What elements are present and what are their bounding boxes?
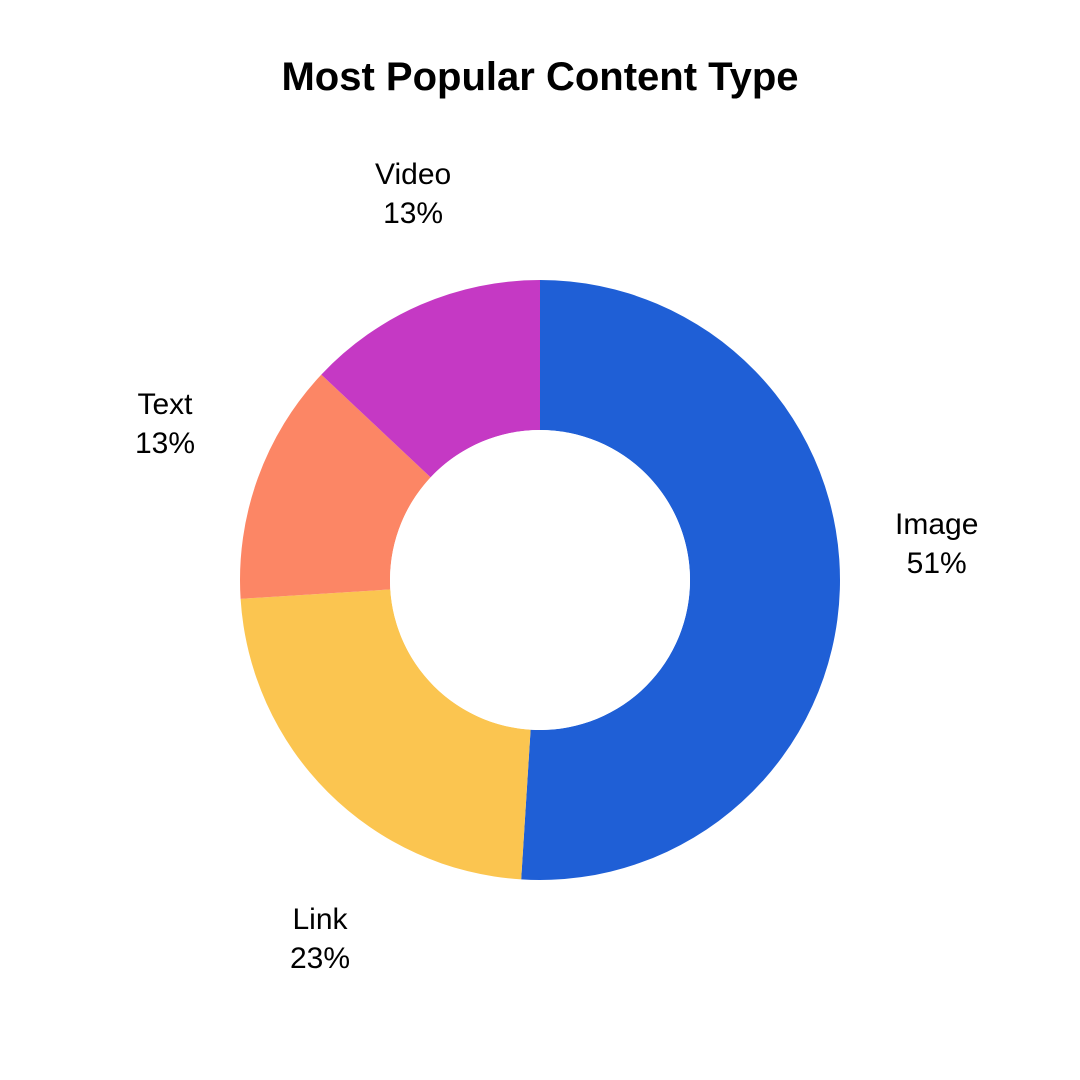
slice-label-percent: 51% xyxy=(895,544,978,583)
slice-label-percent: 13% xyxy=(375,194,451,233)
slice-label-percent: 13% xyxy=(135,424,195,463)
slice-label-percent: 23% xyxy=(290,939,350,978)
slice-label-image: Image51% xyxy=(895,505,978,583)
slice-label-name: Image xyxy=(895,505,978,544)
slice-label-link: Link23% xyxy=(290,900,350,978)
slice-label-name: Link xyxy=(290,900,350,939)
slice-label-text: Text13% xyxy=(135,385,195,463)
slice-label-name: Video xyxy=(375,155,451,194)
slice-label-video: Video13% xyxy=(375,155,451,233)
donut-hole xyxy=(390,430,690,730)
slice-label-name: Text xyxy=(135,385,195,424)
